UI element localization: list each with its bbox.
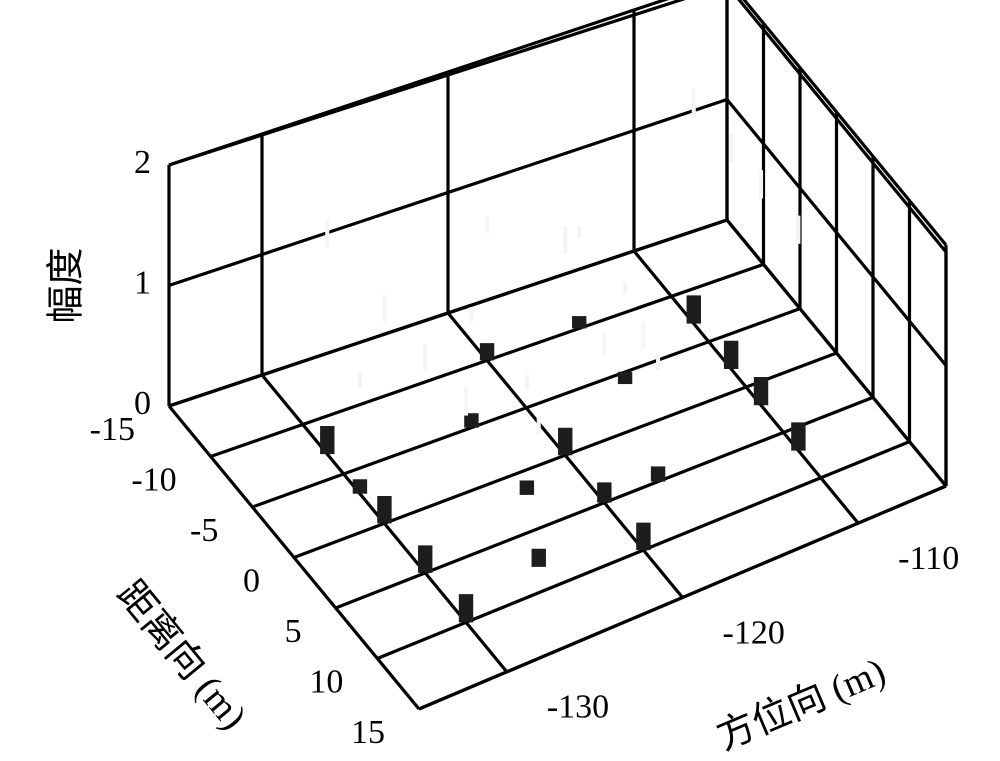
- grid: [169, 0, 946, 709]
- svg-text:-10: -10: [131, 461, 176, 498]
- y-axis-title: 方位向 (m): [711, 650, 892, 758]
- svg-text:5: 5: [285, 613, 302, 650]
- svg-text:0: 0: [243, 562, 260, 599]
- svg-text:-5: -5: [190, 512, 218, 549]
- x-axis-title: 距离向 (m): [109, 573, 255, 737]
- svg-text:-120: -120: [723, 614, 785, 651]
- svg-text:2: 2: [134, 144, 151, 181]
- svg-text:0: 0: [134, 385, 151, 422]
- chart-3d-stem: 012-15-10-5051015-130-120-110幅度距离向 (m)方位…: [0, 0, 1000, 761]
- svg-text:-110: -110: [898, 540, 959, 577]
- svg-text:15: 15: [351, 714, 385, 751]
- svg-text:-130: -130: [547, 689, 609, 726]
- z-axis-title: 幅度: [46, 247, 88, 323]
- plot-svg: 012-15-10-5051015-130-120-110幅度距离向 (m)方位…: [0, 0, 1000, 761]
- svg-text:1: 1: [134, 264, 151, 301]
- svg-text:-15: -15: [90, 411, 135, 448]
- svg-text:10: 10: [309, 663, 343, 700]
